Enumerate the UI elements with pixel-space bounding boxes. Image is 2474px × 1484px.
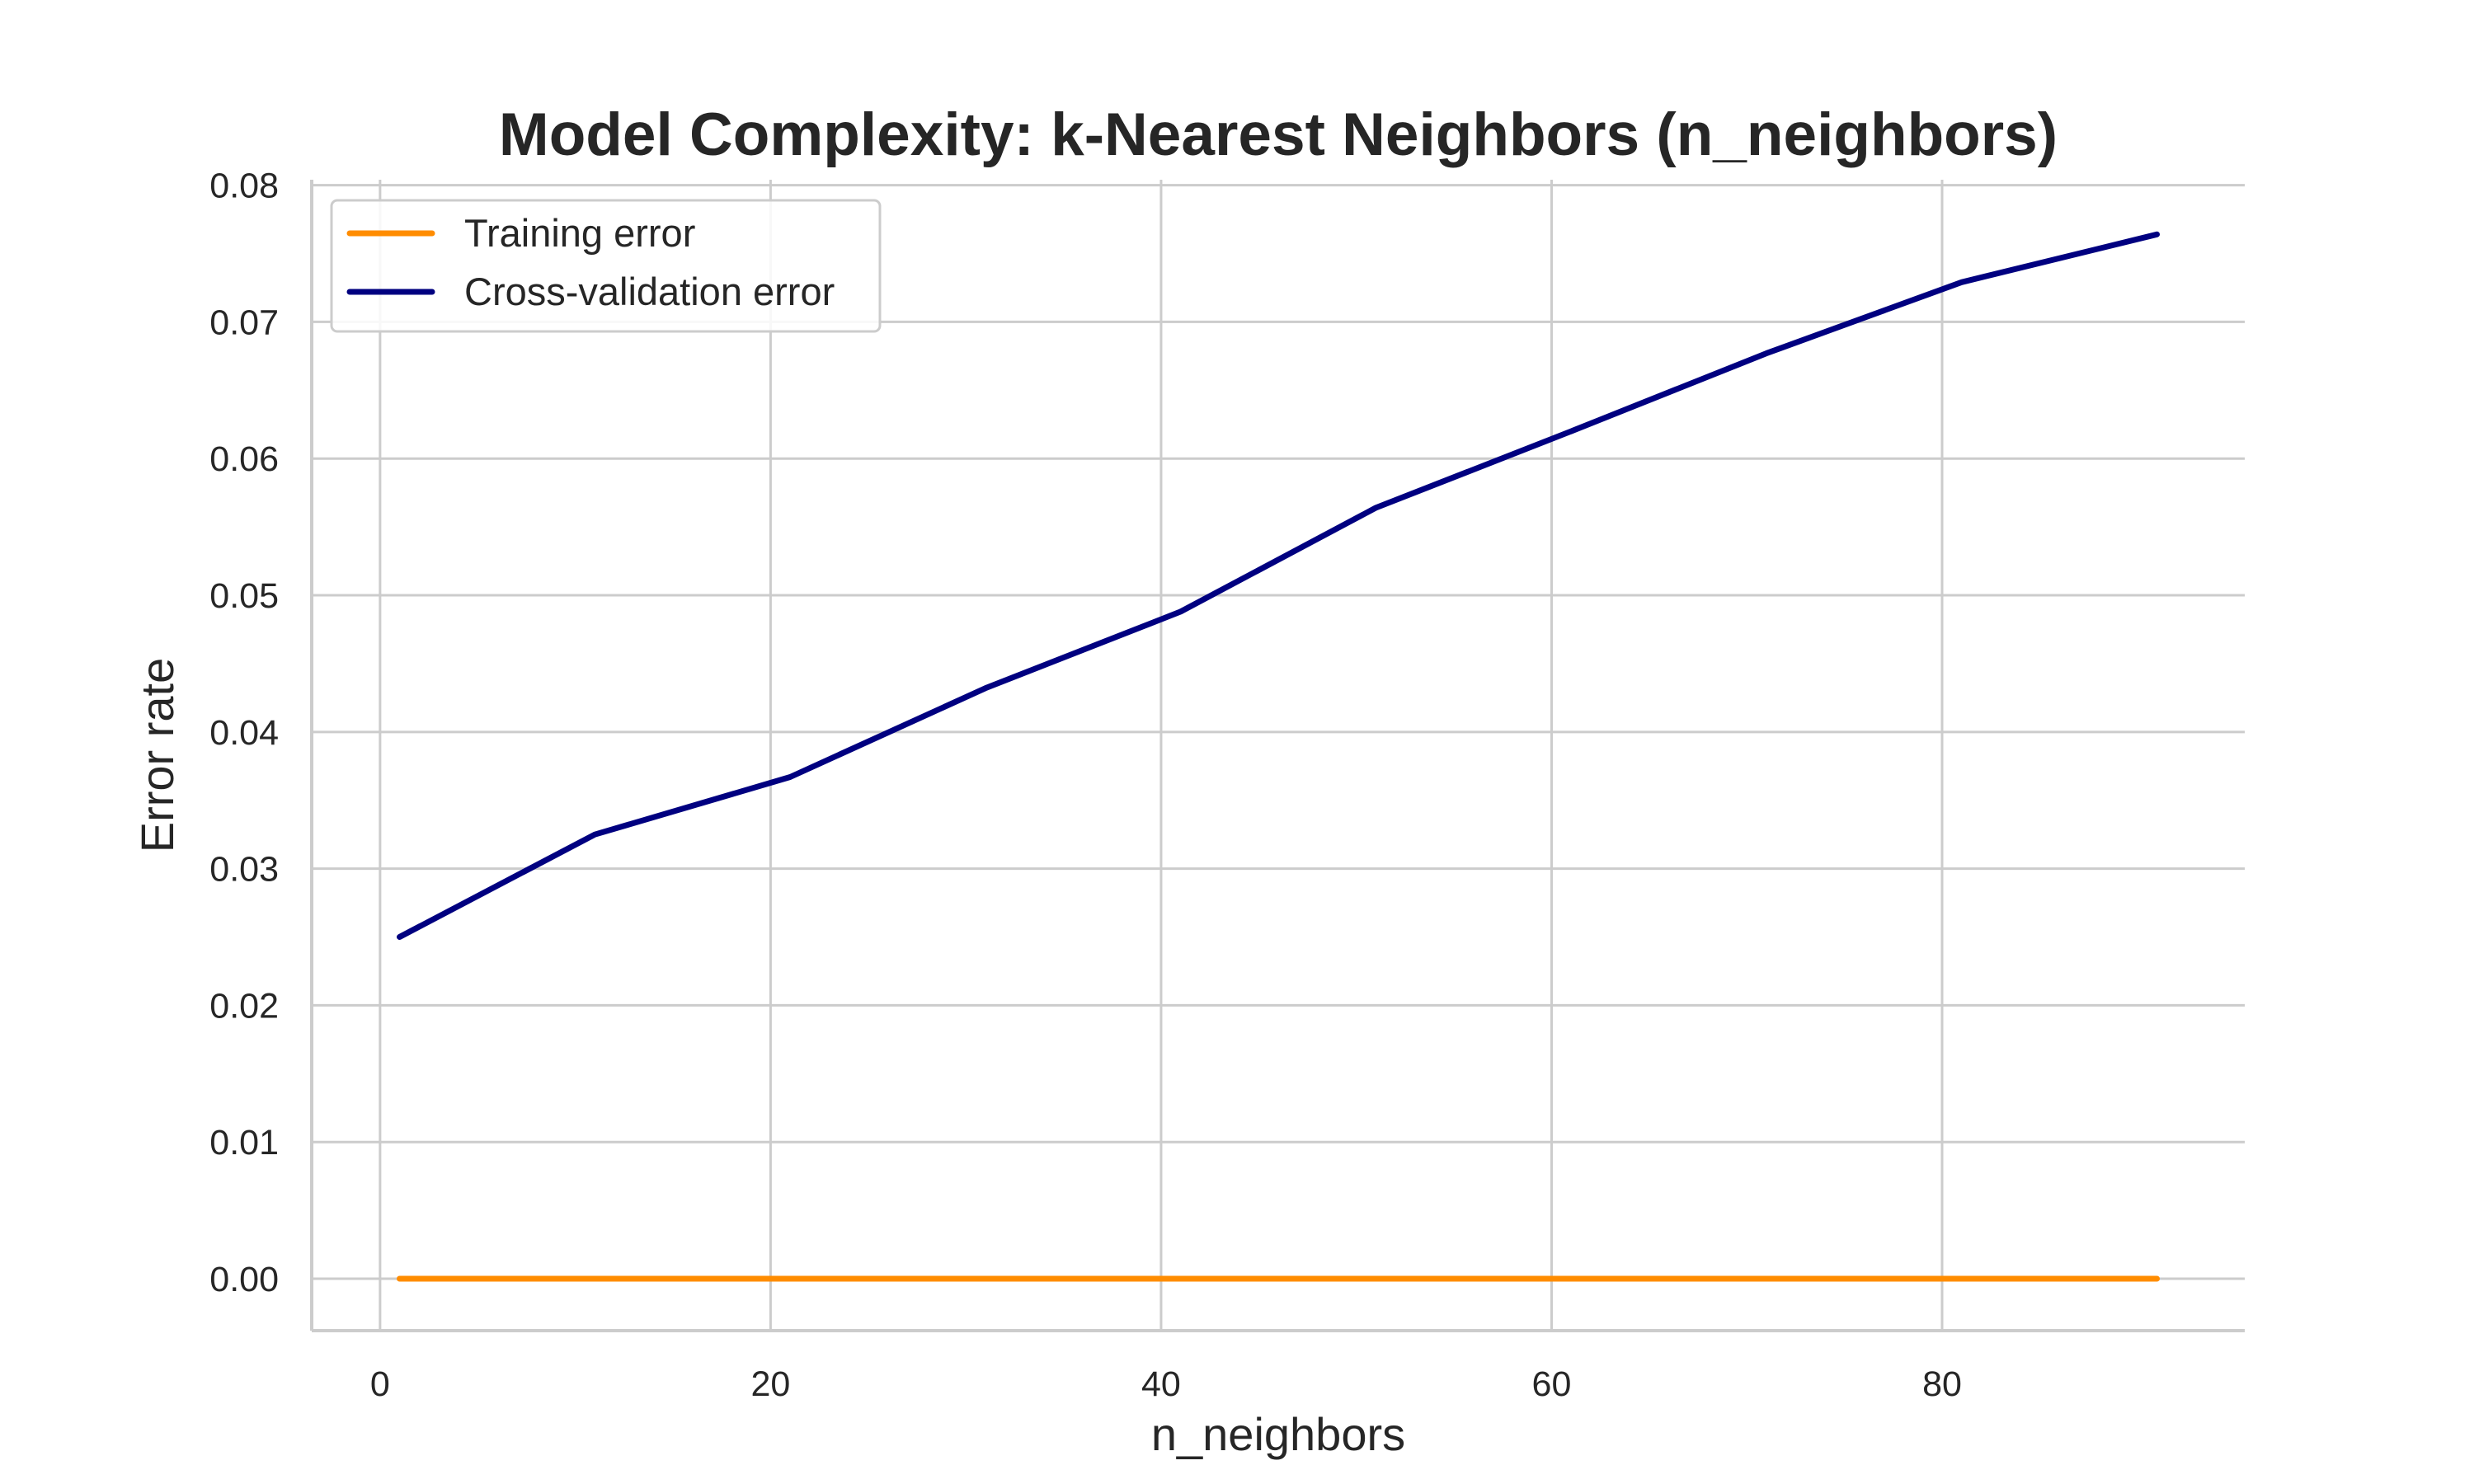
x-tick-label: 40 bbox=[1141, 1364, 1181, 1404]
legend: Training error Cross-validation error bbox=[330, 199, 882, 333]
y-tick-label: 0.00 bbox=[209, 1260, 279, 1299]
legend-label-0: Training error bbox=[464, 211, 695, 255]
x-axis-label: n_neighbors bbox=[1151, 1408, 1405, 1460]
legend-label-1: Cross-validation error bbox=[464, 270, 835, 313]
y-axis-label: Error rate bbox=[131, 658, 183, 853]
tick-labels: 0.00 0.01 0.02 0.03 0.04 0.05 0.06 0.07 0.08 0 20 4… bbox=[209, 167, 1962, 1404]
axes bbox=[310, 180, 2245, 1332]
y-tick-label: 0.04 bbox=[209, 713, 279, 753]
y-tick-label: 0.07 bbox=[209, 303, 279, 342]
grid-lines bbox=[312, 180, 2245, 1331]
series-lines bbox=[397, 231, 2160, 1282]
x-tick-label: 0 bbox=[370, 1364, 390, 1404]
y-tick-label: 0.08 bbox=[209, 167, 279, 206]
y-tick-label: 0.01 bbox=[209, 1123, 279, 1162]
y-tick-label: 0.06 bbox=[209, 439, 279, 479]
y-tick-label: 0.05 bbox=[209, 576, 279, 616]
x-tick-label: 80 bbox=[1922, 1364, 1962, 1404]
y-tick-label: 0.02 bbox=[209, 986, 279, 1026]
series-line-1 bbox=[397, 231, 2160, 940]
x-tick-label: 60 bbox=[1532, 1364, 1572, 1404]
chart-title: Model Complexity: k-Nearest Neighbors (n… bbox=[499, 101, 2058, 168]
x-tick-label: 20 bbox=[750, 1364, 790, 1404]
legend-box bbox=[330, 199, 882, 333]
y-tick-label: 0.03 bbox=[209, 850, 279, 890]
